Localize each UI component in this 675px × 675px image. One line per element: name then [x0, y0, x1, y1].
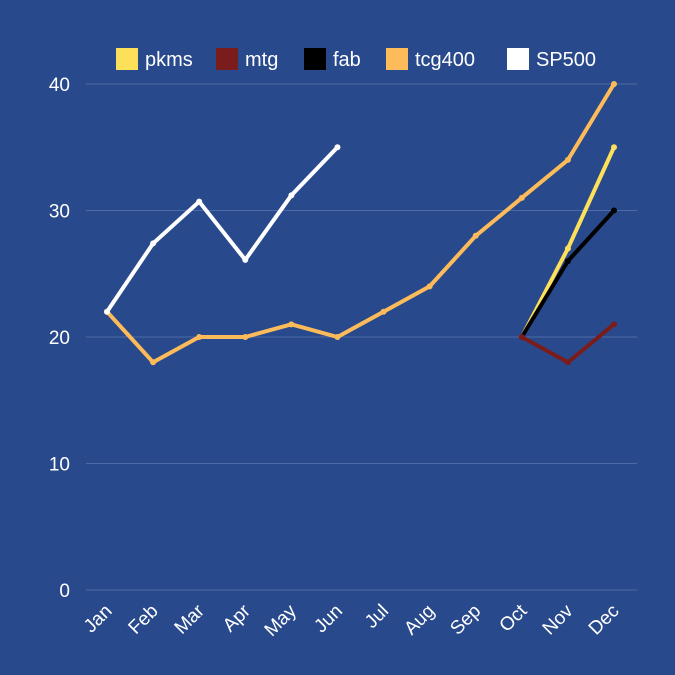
data-point-fab	[564, 258, 571, 265]
x-tick-label: Nov	[539, 600, 578, 639]
x-tick-label: Mar	[171, 600, 209, 638]
data-point-tcg400	[564, 156, 571, 163]
series-line-fab	[520, 209, 616, 339]
series-line-pkms	[520, 146, 616, 338]
grid-lines	[86, 83, 637, 591]
legend-label: pkms	[145, 49, 193, 71]
data-point-fab	[611, 207, 617, 214]
data-point-SP500	[150, 240, 157, 247]
data-point-tcg400	[334, 334, 341, 340]
x-tick-label: Dec	[585, 601, 624, 640]
legend-swatch	[304, 48, 326, 70]
data-point-tcg400	[611, 81, 617, 87]
legend: pkms mtg fab tcg400 SP500	[116, 48, 596, 71]
legend-swatch	[116, 48, 138, 70]
legend-item-tcg400: tcg400	[386, 48, 475, 71]
data-point-pkms	[564, 245, 571, 252]
x-tick-label: Feb	[125, 601, 163, 639]
data-point-tcg400	[518, 194, 525, 201]
x-tick-label: May	[261, 600, 302, 641]
data-point-tcg400	[472, 232, 479, 239]
data-point-SP500	[104, 308, 110, 315]
data-point-tcg400	[288, 321, 295, 328]
legend-swatch	[507, 48, 529, 70]
legend-item-fab: fab	[304, 48, 361, 71]
y-tick-label: 20	[49, 328, 70, 349]
series-line-mtg	[520, 322, 616, 365]
x-tick-label: Jul	[361, 601, 393, 633]
series-line-tcg400	[105, 82, 616, 365]
x-axis-ticks: Jan Feb Mar Apr May Jun Jul Aug Sep Oct Nov Dec	[80, 600, 624, 641]
x-tick-label: Jun	[310, 601, 347, 638]
series-fab	[518, 207, 617, 340]
x-tick-label: Sep	[447, 601, 486, 640]
y-tick-label: 40	[49, 75, 70, 96]
series-line-SP500	[105, 145, 339, 313]
data-point-SP500	[288, 192, 295, 199]
legend-label: mtg	[245, 49, 278, 71]
legend-label: tcg400	[415, 49, 475, 71]
x-tick-label: Oct	[496, 600, 532, 636]
data-point-tcg400	[380, 308, 387, 315]
data-point-SP500	[334, 144, 341, 151]
series-SP500	[104, 144, 341, 315]
y-axis-ticks: 0 10 20 30 40	[49, 75, 70, 602]
legend-item-pkms: pkms	[116, 48, 193, 71]
legend-swatch	[386, 48, 408, 70]
data-point-SP500	[196, 198, 203, 205]
y-tick-label: 0	[59, 581, 70, 602]
data-point-mtg	[518, 334, 525, 340]
data-point-pkms	[611, 144, 617, 151]
data-point-tcg400	[242, 334, 249, 340]
legend-label: SP500	[536, 49, 596, 71]
series-lines	[104, 81, 617, 366]
x-tick-label: Aug	[400, 601, 439, 640]
data-point-mtg	[611, 321, 617, 328]
data-point-tcg400	[196, 334, 203, 340]
y-tick-label: 10	[49, 455, 70, 476]
series-mtg	[518, 321, 617, 366]
y-tick-label: 30	[49, 202, 70, 223]
data-point-tcg400	[426, 283, 433, 290]
legend-item-SP500: SP500	[507, 48, 596, 71]
data-point-tcg400	[150, 359, 157, 366]
legend-item-mtg: mtg	[216, 48, 278, 71]
legend-label: fab	[333, 49, 361, 71]
x-tick-label: Jan	[80, 601, 117, 638]
series-pkms	[518, 144, 617, 340]
data-point-mtg	[564, 359, 571, 366]
data-point-SP500	[242, 256, 249, 263]
x-tick-label: Apr	[219, 600, 255, 636]
series-tcg400	[104, 81, 617, 366]
legend-swatch	[216, 48, 238, 70]
